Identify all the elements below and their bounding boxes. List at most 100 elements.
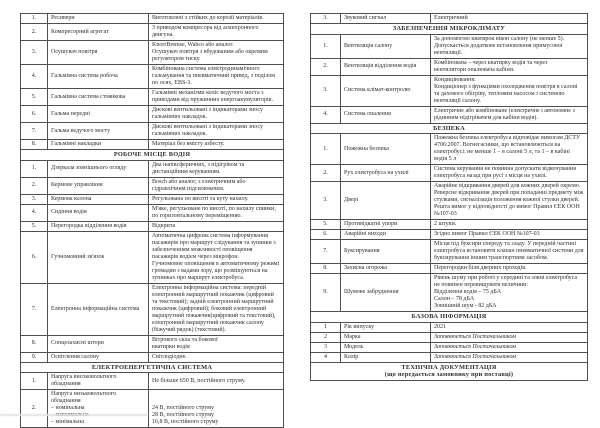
text-line <box>152 391 280 398</box>
row-label: Ресивери <box>47 13 149 24</box>
section-header-row: ЕЛЕКТРОЕНЕРГЕТИЧНА СИСТЕМА <box>20 361 284 373</box>
text-line: 28 В, постійного струму <box>152 412 215 418</box>
row-value: Місця під буксири спереду та ззаду. У пе… <box>430 239 588 264</box>
row-label: Противідкатні упори <box>340 219 431 230</box>
text-line: Гучномовне оповіщення в автоматичному ре… <box>152 260 280 281</box>
table-row: 8. Гальмівні накладки Матеріал без вмісту … <box>20 139 284 150</box>
row-label: Освітлення салону <box>47 351 149 363</box>
row-number: 4. <box>20 203 48 222</box>
row-label: Шумове забруднення <box>340 273 431 312</box>
row-label: Кермова колона <box>47 193 149 205</box>
row-value: Електричний <box>430 13 588 24</box>
text-line: Рівень шуму при роботі у середині та зов… <box>434 275 578 288</box>
row-value: Електричне або комбіноване (електричне і… <box>430 105 588 124</box>
row-number: 9. <box>310 273 341 312</box>
row-label: Марка <box>340 331 431 343</box>
row-number: 5. <box>20 88 48 106</box>
row-value: Згідно вимог Правил ЄЕК ООН №107-03 <box>430 229 588 240</box>
text-line: (що передається замовнику при поставці) <box>384 371 514 378</box>
section-header: ТЕХНІЧНА ДОКУМЕНТАЦІЯ (що передається зам… <box>310 361 588 381</box>
row-value: Два напівсферичних, з підігрівом та дист… <box>148 159 284 178</box>
text-line: Реверсне відкривання дверей при попаданн… <box>434 190 584 203</box>
table-row: 2. Вентиляція відділення водія Комбінована… <box>310 57 588 76</box>
table-row: 3. Звуковий сигнал Електричний <box>310 13 588 24</box>
text-line: Осушувач повітря з вбудованим або окреми… <box>152 49 268 62</box>
section-header-row: БЕЗПЕКА <box>310 122 588 134</box>
table-row: 7. Гальма ведучого мосту Дискові вентильов… <box>20 122 284 140</box>
row-value: З приводом компресора від асинхронного д… <box>148 23 284 41</box>
row-label: Гальмівна система стоянкова <box>47 88 149 106</box>
text-line: кватирки водія <box>152 343 190 350</box>
row-value: Кондиціювання: Кондиціонер з функціями ох… <box>430 74 588 107</box>
text-line: вентилятори опалювача кабіни. <box>434 66 515 73</box>
row-number: 3. <box>310 74 341 107</box>
row-number: 4. <box>20 64 48 89</box>
table-row: 4. Система опалення Електричне або комбіно… <box>310 105 588 124</box>
section-header: РОБОЧЕ МІСЦЕ ВОДІЯ <box>20 149 284 161</box>
table-row: 2. Кермове управління Bosch або аналог, з … <box>20 176 284 195</box>
row-number: 1. <box>20 159 48 178</box>
row-value: За допомогою кватирок вікон салону (не м… <box>430 33 588 59</box>
row-value: Рівень шуму при роботі у середині та зов… <box>430 273 588 312</box>
row-number: 2 <box>310 331 341 343</box>
row-number: 7. <box>20 122 48 140</box>
table-row: 5. Противідкатні упори 2 штуки. <box>310 219 588 230</box>
row-value: Заповнюється Постачальником <box>430 341 588 353</box>
row-number: 7. <box>310 239 341 264</box>
table-row: 6. Гучномовний зв'язок Автоматична цифрова… <box>20 230 284 284</box>
table-row: 2. Рух електробуса на ухилі Система керува… <box>310 164 588 182</box>
row-label: Дзеркала зовнішнього огляду <box>47 159 149 178</box>
table-row: 1. Напруга високовольтного обладнання Не бі… <box>20 372 284 390</box>
text-line: Автоматична цифрова система інформування… <box>152 232 276 260</box>
table-row: 3. Кермова колона Регульована по висоті та… <box>20 193 284 205</box>
table-row: 1. Пожежна безпека Пожежна безпека електро… <box>310 133 588 165</box>
row-label: Гальмівна система робоча <box>47 64 149 89</box>
table-row: 9. Шумове забруднення Рівень шуму при робо… <box>310 273 588 312</box>
section-header-row: ЗАБЕЗПЕЧЕННЯ МІКРОКЛІМАТУ <box>310 23 588 35</box>
text-line: обладнання <box>51 381 81 387</box>
text-line <box>152 398 280 405</box>
row-value: М'яке, регульоване по висоті, по нахилу … <box>148 203 284 222</box>
section-header: ЕЛЕКТРОЕНЕРГЕТИЧНА СИСТЕМА <box>20 361 284 373</box>
row-label: Буксирування <box>340 239 431 264</box>
row-number: 9. <box>20 351 48 363</box>
row-value: 2 штуки. <box>430 219 588 230</box>
table-row: 6. Гальма передні Дискові вентильовані з і… <box>20 105 284 123</box>
text-line: Комбінована – через кватирку водія та че… <box>434 59 548 66</box>
row-label: Двері <box>340 181 431 220</box>
row-value: Світлодіодне. <box>148 351 284 363</box>
row-number: 1. <box>20 13 48 24</box>
text-line: Кондиціонер з функціями охолодження пові… <box>434 83 578 104</box>
row-number: 3. <box>20 193 48 205</box>
row-value: Комбінована система електродинамічного г… <box>148 64 284 89</box>
right-spec-table: 3. Звуковий сигнал Електричний ЗАБЕЗПЕЧЕННЯ… <box>310 13 588 381</box>
row-label: Перегородка відділення водія <box>47 220 149 232</box>
row-label: Аварійні виходи <box>340 229 431 240</box>
text-line: 24 В, постійного струму <box>152 405 215 411</box>
row-number: 8. <box>20 334 48 353</box>
row-label: Компресорний агрегат <box>47 23 149 41</box>
row-value: Пожежна безпека електробуса відповідає в… <box>430 133 588 165</box>
text-line: За допомогою кватирок вікон салону (не м… <box>434 35 565 42</box>
row-number: 5. <box>20 220 48 232</box>
row-number: 2. <box>310 57 341 76</box>
section-header: БАЗОВА ІНФОРМАЦІЯ <box>310 311 588 323</box>
row-number: 7. <box>20 282 48 336</box>
row-number: 2. <box>310 164 341 182</box>
text-line: Відділення водія – 75 дБА <box>434 289 502 295</box>
table-row: 3. Система клімат-контролю Кондиціювання: К… <box>310 74 588 107</box>
row-value: Відкрита <box>148 220 284 232</box>
row-number: 6. <box>20 230 48 284</box>
row-number: 2. <box>20 23 48 41</box>
section-header: ЗАБЕЗПЕЧЕННЯ МІКРОКЛІМАТУ <box>310 23 588 35</box>
scan-artifact <box>0 414 148 416</box>
row-label: Модель <box>340 341 431 353</box>
row-number: 5. <box>310 219 341 230</box>
row-number: 1. <box>310 133 341 165</box>
row-label: Електронна інформаційна система <box>47 282 149 336</box>
text-line: РОБОЧЕ МІСЦЕ ВОДІЯ <box>113 151 191 158</box>
row-value: Перегородки біля дверних проходів. <box>430 263 588 274</box>
row-value: Аварійне відкривання дверей для кожних д… <box>430 181 588 220</box>
row-label: Сидіння водія <box>47 203 149 222</box>
row-number: 6. <box>310 229 341 240</box>
